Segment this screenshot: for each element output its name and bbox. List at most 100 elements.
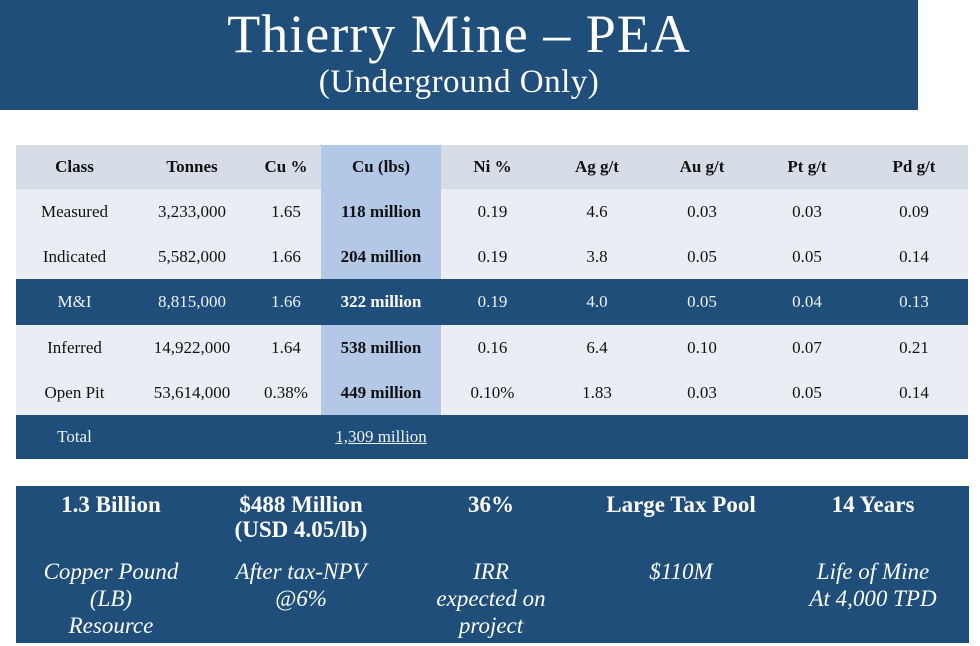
metric-description: $110M — [586, 558, 776, 585]
total-label: Total — [16, 415, 133, 459]
cell-cu-pct: 1.66 — [251, 234, 321, 279]
table-header-row: Class Tonnes Cu % Cu (lbs) Ni % Ag g/t A… — [16, 145, 968, 189]
metric-description-line: expected on — [436, 586, 546, 611]
cell-pt: 0.04 — [754, 279, 860, 325]
cell-cu-lbs: 538 million — [321, 325, 441, 370]
cell-pd: 0.13 — [860, 279, 968, 325]
table-total-row: Total 1,309 million — [16, 415, 968, 459]
cell-ag: 4.6 — [544, 189, 650, 234]
metric-heading-line: 1.3 Billion — [61, 492, 161, 517]
cell-pd: 0.21 — [860, 325, 968, 370]
metric-heading: $488 Million (USD 4.05/lb) — [206, 492, 396, 542]
cell-cu-lbs: 204 million — [321, 234, 441, 279]
empty-cell — [650, 415, 754, 459]
cell-class: Inferred — [16, 325, 133, 370]
resource-table: Class Tonnes Cu % Cu (lbs) Ni % Ag g/t A… — [16, 145, 968, 459]
column-header-ni-pct: Ni % — [441, 145, 544, 189]
empty-cell — [544, 415, 650, 459]
cell-ni-pct: 0.19 — [441, 234, 544, 279]
empty-cell — [860, 415, 968, 459]
metric-description-line: Copper Pound — [43, 559, 179, 584]
empty-cell — [133, 415, 251, 459]
table-row: Open Pit 53,614,000 0.38% 449 million 0.… — [16, 370, 968, 415]
cell-au: 0.05 — [650, 279, 754, 325]
cell-pd: 0.09 — [860, 189, 968, 234]
cell-class: Measured — [16, 189, 133, 234]
cell-class: Open Pit — [16, 370, 133, 415]
column-header-ag: Ag g/t — [544, 145, 650, 189]
metric-description-line: Resource — [68, 613, 154, 638]
total-cu-lbs-link[interactable]: 1,309 million — [321, 415, 441, 459]
table-row-mi: M&I 8,815,000 1.66 322 million 0.19 4.0 … — [16, 279, 968, 325]
cell-pd: 0.14 — [860, 370, 968, 415]
cell-au: 0.05 — [650, 234, 754, 279]
empty-cell — [754, 415, 860, 459]
cell-tonnes: 3,233,000 — [133, 189, 251, 234]
empty-cell — [441, 415, 544, 459]
cell-tonnes: 53,614,000 — [133, 370, 251, 415]
cell-tonnes: 5,582,000 — [133, 234, 251, 279]
cell-class: M&I — [16, 279, 133, 325]
metric-heading-line: Large Tax Pool — [606, 492, 756, 517]
cell-ni-pct: 0.19 — [441, 279, 544, 325]
cell-cu-pct: 1.66 — [251, 279, 321, 325]
table-row: Measured 3,233,000 1.65 118 million 0.19… — [16, 189, 968, 234]
cell-pt: 0.05 — [754, 234, 860, 279]
cell-au: 0.10 — [650, 325, 754, 370]
metric-heading: 14 Years — [778, 492, 968, 517]
metric-description: IRR expected on project — [396, 558, 586, 639]
cell-cu-lbs: 118 million — [321, 189, 441, 234]
metric-description-line: After tax-NPV — [235, 559, 367, 584]
cell-pd: 0.14 — [860, 234, 968, 279]
metric-description: Life of Mine At 4,000 TPD — [778, 558, 968, 612]
cell-tonnes: 14,922,000 — [133, 325, 251, 370]
column-header-tonnes: Tonnes — [133, 145, 251, 189]
page-title: Thierry Mine – PEA — [227, 4, 691, 64]
cell-ni-pct: 0.16 — [441, 325, 544, 370]
metric-description-line: @6% — [275, 586, 327, 611]
cell-cu-lbs: 322 million — [321, 279, 441, 325]
column-header-class: Class — [16, 145, 133, 189]
metrics-panel: 1.3 Billion Copper Pound (LB) Resource $… — [16, 486, 969, 643]
metric-heading-line: 36% — [468, 492, 514, 517]
cell-ni-pct: 0.10% — [441, 370, 544, 415]
metric-description: After tax-NPV @6% — [206, 558, 396, 612]
cell-cu-pct: 1.64 — [251, 325, 321, 370]
metric-heading: 1.3 Billion — [16, 492, 206, 517]
page-subtitle: (Underground Only) — [318, 64, 600, 100]
empty-cell — [251, 415, 321, 459]
table-row: Inferred 14,922,000 1.64 538 million 0.1… — [16, 325, 968, 370]
metric-description-line: At 4,000 TPD — [809, 586, 937, 611]
table-row: Indicated 5,582,000 1.66 204 million 0.1… — [16, 234, 968, 279]
metric-heading-line: 14 Years — [831, 492, 915, 517]
cell-ag: 4.0 — [544, 279, 650, 325]
column-header-pd: Pd g/t — [860, 145, 968, 189]
metric-heading: Large Tax Pool — [586, 492, 776, 517]
cell-au: 0.03 — [650, 370, 754, 415]
cell-class: Indicated — [16, 234, 133, 279]
metric-description-line: (LB) — [89, 586, 133, 611]
column-header-cu-pct: Cu % — [251, 145, 321, 189]
metric-heading: 36% — [396, 492, 586, 517]
cell-cu-lbs: 449 million — [321, 370, 441, 415]
cell-cu-pct: 1.65 — [251, 189, 321, 234]
metric-heading-line: $488 Million — [239, 492, 363, 517]
cell-pt: 0.03 — [754, 189, 860, 234]
cell-ni-pct: 0.19 — [441, 189, 544, 234]
column-header-cu-lbs: Cu (lbs) — [321, 145, 441, 189]
cell-pt: 0.07 — [754, 325, 860, 370]
metric-description-line: project — [458, 613, 524, 638]
cell-ag: 6.4 — [544, 325, 650, 370]
metric-description-line: IRR — [473, 559, 509, 584]
cell-au: 0.03 — [650, 189, 754, 234]
metric-description-line: $110M — [649, 559, 713, 584]
cell-ag: 1.83 — [544, 370, 650, 415]
cell-pt: 0.05 — [754, 370, 860, 415]
metric-description-line: Life of Mine — [816, 559, 930, 584]
title-banner: Thierry Mine – PEA (Underground Only) — [0, 0, 918, 110]
resource-table-container: Class Tonnes Cu % Cu (lbs) Ni % Ag g/t A… — [16, 145, 968, 459]
column-header-au: Au g/t — [650, 145, 754, 189]
cell-cu-pct: 0.38% — [251, 370, 321, 415]
cell-tonnes: 8,815,000 — [133, 279, 251, 325]
column-header-pt: Pt g/t — [754, 145, 860, 189]
